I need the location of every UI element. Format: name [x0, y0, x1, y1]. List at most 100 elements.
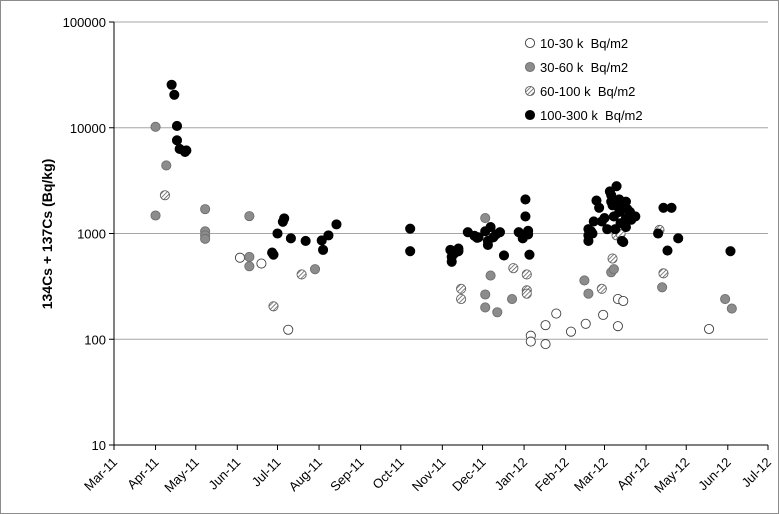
data-point [611, 181, 622, 192]
data-point [485, 222, 496, 233]
data-point [405, 246, 416, 257]
x-tick-label: Jun-11 [205, 455, 243, 493]
data-points [150, 79, 737, 350]
x-tick-label: May-11 [161, 455, 202, 496]
y-tick-label: 100 [84, 332, 106, 347]
data-point [285, 233, 296, 244]
data-point [662, 245, 673, 256]
data-point [171, 135, 183, 146]
x-tick-label: Aug-11 [286, 455, 326, 495]
data-point [608, 264, 619, 275]
data-point [540, 320, 551, 331]
data-point [331, 219, 342, 230]
grid-layer [114, 21, 768, 340]
data-point [161, 160, 172, 171]
legend-label: 30-60 k Bq/m2 [540, 60, 628, 75]
data-point [480, 212, 491, 224]
data-point [272, 228, 283, 239]
data-point [456, 293, 467, 305]
data-point [181, 145, 192, 156]
data-point [540, 339, 551, 350]
data-point [268, 301, 279, 312]
legend-label: 60-100 k Bq/m2 [540, 84, 635, 99]
data-point [612, 321, 623, 332]
data-point [456, 283, 467, 294]
data-point [508, 263, 519, 274]
data-point [703, 323, 715, 335]
data-point [620, 222, 631, 233]
data-point [506, 293, 518, 305]
x-tick-label: Sep-11 [327, 455, 367, 495]
data-point [318, 244, 329, 255]
data-point [657, 282, 668, 293]
data-point [279, 213, 290, 224]
data-point [150, 210, 161, 221]
data-point [673, 233, 684, 244]
y-tick-labels: 10 100 1000 10000 100000 [63, 15, 114, 453]
x-tick-label: Apr-12 [614, 455, 652, 493]
x-tick-labels: Mar-11 Apr-11 May-11 Jun-11 Jul-11 Aug-11 Sep-… [81, 445, 774, 496]
data-point [405, 223, 416, 234]
x-tick-label: Jan-12 [491, 455, 530, 494]
x-tick-label: Dec-11 [449, 455, 489, 495]
data-point [169, 89, 180, 100]
x-tick-label: May-12 [651, 455, 692, 496]
legend-label: 100-300 k Bq/m2 [540, 108, 643, 123]
x-tick-label: Jul-12 [738, 455, 774, 491]
data-point [720, 293, 731, 305]
series-2 [150, 121, 737, 318]
data-point [268, 249, 279, 260]
data-point [453, 246, 464, 257]
data-point [480, 302, 491, 313]
legend-marker [524, 85, 536, 97]
data-point [473, 232, 484, 243]
legend-marker [524, 109, 536, 121]
data-point [525, 336, 536, 347]
data-point [446, 256, 457, 267]
y-tick-label: 10000 [70, 121, 106, 136]
data-point [300, 235, 311, 247]
data-point [565, 326, 577, 337]
legend-marker [524, 37, 536, 49]
data-point [159, 190, 170, 201]
data-point [579, 275, 590, 286]
data-point [171, 120, 183, 131]
legend-label: 10-30 k Bq/m2 [540, 36, 628, 51]
data-point [599, 212, 610, 224]
data-point [309, 264, 321, 275]
y-axis-title: 134Cs + 137Cs (Bq/kg) [39, 159, 55, 310]
y-tick-label: 1000 [77, 227, 106, 242]
data-point [256, 258, 267, 269]
data-point [323, 230, 334, 241]
x-tick-label: Jul-11 [249, 455, 284, 490]
legend: 10-30 k Bq/m2 30-60 k Bq/m2 60-100 k Bq/m2… [524, 36, 643, 123]
data-point [524, 249, 535, 260]
data-point [498, 250, 510, 261]
data-point [725, 246, 736, 257]
data-point [520, 211, 531, 222]
x-tick-label: Apr-11 [124, 455, 162, 493]
x-tick-label: Nov-11 [409, 455, 449, 495]
data-point [630, 211, 641, 222]
data-point [283, 324, 294, 335]
data-point [482, 239, 493, 250]
data-point [521, 288, 532, 299]
data-point [485, 270, 496, 281]
data-point [520, 194, 531, 205]
data-point [726, 303, 737, 314]
data-point [618, 237, 629, 248]
data-point [244, 261, 255, 272]
data-point [618, 295, 629, 307]
x-tick-label: Jun-12 [695, 455, 734, 494]
data-point [521, 269, 532, 280]
data-point [523, 229, 534, 240]
data-point [150, 121, 161, 132]
data-point [166, 79, 177, 90]
data-point [587, 228, 598, 239]
data-point [551, 308, 562, 319]
data-point [594, 202, 605, 213]
y-tick-label: 10 [92, 438, 106, 453]
data-point [580, 318, 591, 329]
